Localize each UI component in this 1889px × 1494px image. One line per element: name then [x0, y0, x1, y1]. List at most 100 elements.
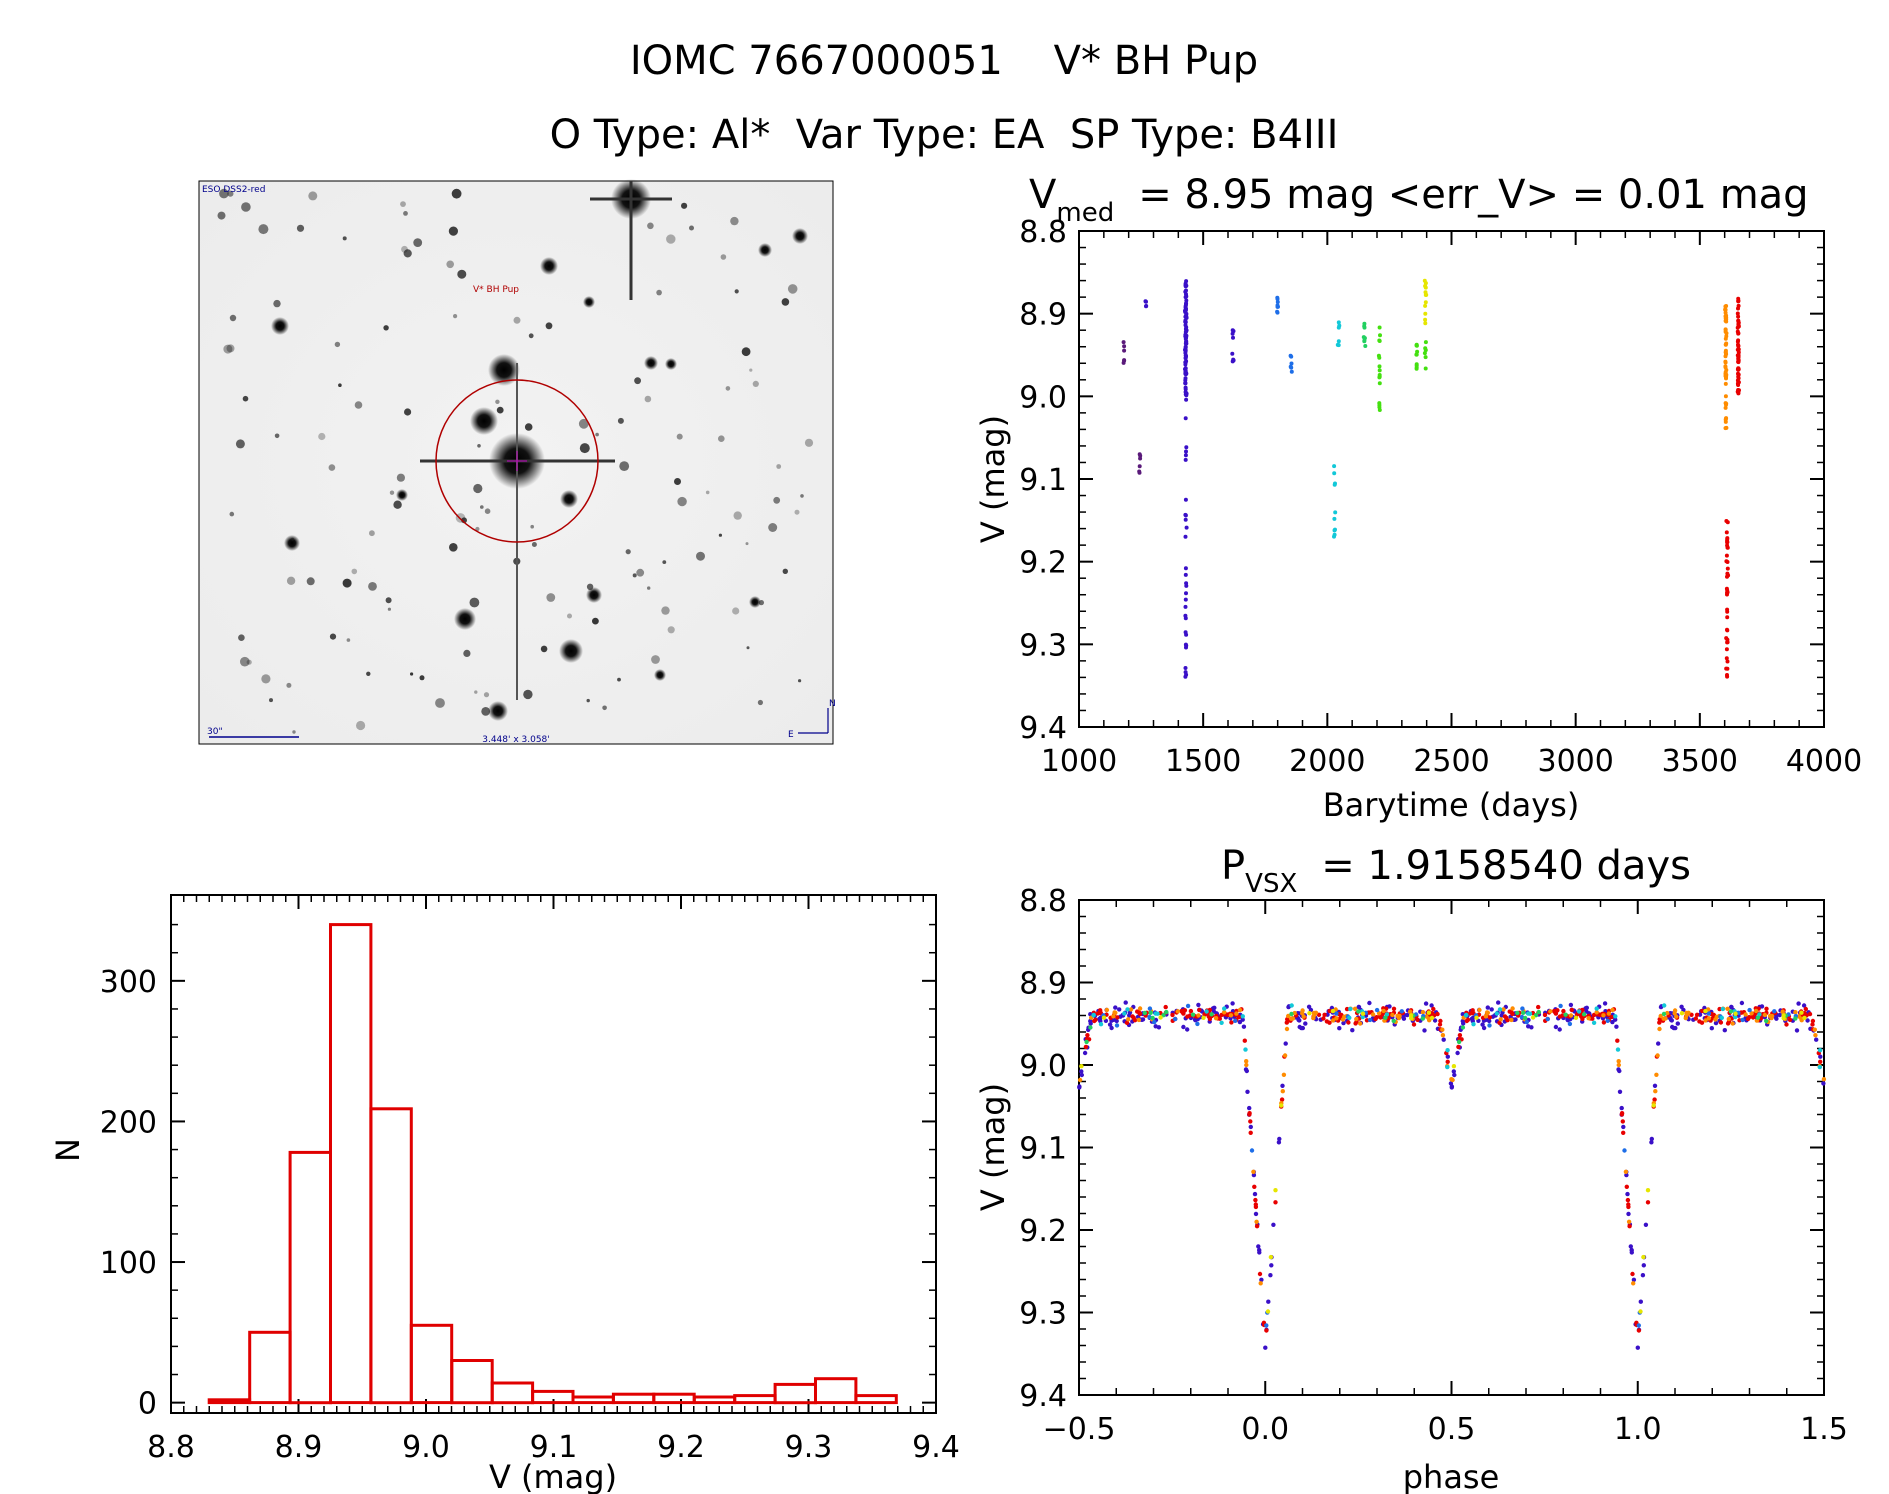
sky-star — [383, 325, 389, 331]
lightcurve-point — [1736, 391, 1741, 396]
phased-point — [1661, 1016, 1666, 1021]
lightcurve-point — [1332, 464, 1337, 469]
sky-star — [286, 576, 296, 585]
sky-star — [531, 542, 537, 547]
phased-point — [1468, 1011, 1473, 1016]
phased-point — [1485, 1005, 1491, 1010]
lightcurve-point — [1231, 335, 1235, 340]
phased-point — [1330, 1008, 1336, 1014]
lightcurve-point — [1184, 298, 1189, 303]
lightcurve-point — [1183, 670, 1188, 675]
phased-point — [1334, 1011, 1339, 1016]
phased-point — [1327, 1020, 1332, 1025]
phased-point — [1440, 1033, 1446, 1038]
phased-point — [1341, 1020, 1346, 1026]
lightcurve-point — [1724, 313, 1729, 318]
sky-star — [457, 269, 467, 279]
sky-star — [318, 432, 326, 441]
lightcurve-point — [1183, 381, 1188, 386]
phased-point — [1190, 1012, 1196, 1017]
lightcurve-point — [1184, 643, 1189, 648]
phased-point — [1641, 1254, 1646, 1260]
phased-ticks — [1078, 899, 1825, 1396]
sky-star — [689, 225, 694, 231]
phased-point — [1296, 1017, 1301, 1023]
sky-star — [523, 689, 533, 700]
phased-xtick-label: 0.0 — [1241, 1412, 1289, 1447]
phased-point — [1626, 1219, 1632, 1225]
lightcurve-point — [1377, 364, 1382, 369]
lightcurve-xtick-label: 3500 — [1662, 744, 1738, 779]
sky-star — [473, 483, 483, 494]
phased-point — [1128, 1007, 1134, 1012]
sky-star — [286, 682, 292, 688]
lightcurve-point — [1724, 416, 1729, 421]
histogram-bar — [611, 1392, 656, 1405]
lightcurve-xtick-label: 1500 — [1165, 744, 1241, 779]
lightcurve-point — [1724, 425, 1729, 430]
lightcurve-point — [1377, 374, 1382, 379]
phased-point — [1497, 1007, 1503, 1012]
lightcurve-point — [1144, 304, 1148, 309]
phased-point — [1684, 1010, 1689, 1016]
lightcurve-point — [1735, 311, 1740, 316]
lightcurve-xtick-label: 3000 — [1537, 744, 1613, 779]
phased-point — [1613, 1014, 1618, 1019]
phased-point — [1524, 1019, 1530, 1025]
lightcurve-point — [1723, 336, 1728, 341]
phased-point — [1580, 1016, 1585, 1022]
sky-star — [674, 478, 681, 485]
lightcurve-point — [1423, 311, 1428, 316]
phased-point — [1551, 1008, 1557, 1014]
sky-star — [238, 634, 245, 641]
phased-point — [1352, 1006, 1358, 1011]
histogram-bar — [490, 1381, 535, 1405]
phased-point — [1638, 1309, 1643, 1314]
sky-star — [261, 674, 271, 684]
lightcurve-point — [1363, 344, 1368, 348]
phased-point — [1252, 1184, 1257, 1190]
phased-point — [1101, 1015, 1107, 1020]
sky-star — [656, 289, 662, 296]
fov-label: 3.448' x 3.058' — [482, 735, 550, 745]
phased-point — [1391, 1006, 1397, 1011]
sky-star — [676, 433, 683, 440]
compass-north-label: N — [829, 699, 836, 709]
phased-point — [1594, 1006, 1599, 1011]
phased-point — [1381, 1008, 1386, 1014]
phased-point — [1636, 1328, 1642, 1333]
phased-title: PVSX = 1.9158540 days — [1221, 843, 1691, 899]
sky-star — [356, 720, 366, 731]
lightcurve-point — [1736, 353, 1741, 358]
phased-point — [1553, 1024, 1559, 1030]
phased-point — [1264, 1328, 1269, 1333]
lightcurve-point — [1724, 666, 1729, 671]
sky-star — [586, 587, 602, 603]
lightcurve-point — [1183, 572, 1188, 577]
phased-point — [1237, 1007, 1243, 1013]
phased-point — [1720, 1006, 1726, 1012]
phased-point — [1284, 1020, 1290, 1025]
sky-star — [404, 408, 412, 416]
lightcurve-point — [1184, 329, 1188, 334]
phased-point — [1289, 1016, 1294, 1021]
lightcurve-point — [1725, 627, 1729, 632]
sky-star — [453, 314, 458, 319]
sky-star — [351, 568, 358, 575]
phased-point — [1810, 1022, 1815, 1027]
lightcurve-point — [1183, 457, 1188, 462]
lightcurve-point — [1138, 456, 1143, 461]
phased-point — [1284, 1026, 1290, 1032]
lightcurve-point — [1725, 659, 1730, 664]
phased-point — [1153, 1011, 1158, 1016]
lightcurve-point — [1723, 381, 1728, 386]
sky-star — [733, 511, 742, 520]
sky-star — [240, 656, 250, 667]
lightcurve-ytick-label: 9.0 — [1019, 380, 1067, 415]
sky-star — [226, 344, 235, 353]
lightcurve-point — [1736, 338, 1741, 343]
histogram-xtick-label: 9.2 — [657, 1430, 705, 1465]
phased-point — [1814, 1037, 1819, 1042]
phased-title-rest: = 1.9158540 days — [1321, 843, 1691, 889]
phased-point — [1083, 1044, 1089, 1050]
